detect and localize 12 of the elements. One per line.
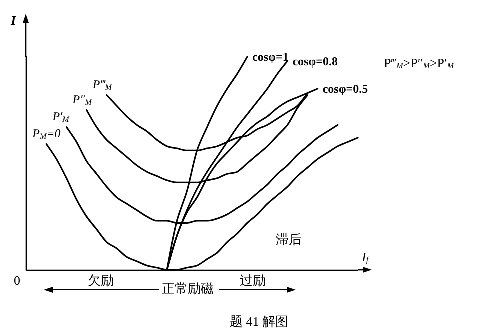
text: P‴M>P″M>P′M (384, 56, 456, 70)
series-label: cosφ=1 (252, 50, 289, 64)
text: 0 (14, 273, 20, 288)
series-label: cosφ=0.5 (322, 82, 368, 96)
text: 欠励 (88, 273, 114, 288)
text: 正常励磁 (162, 281, 214, 296)
text: 过励 (240, 273, 266, 288)
x-axis-title: If (361, 250, 370, 264)
y-axis-title: I (10, 13, 17, 28)
text: 题 41 解图 (230, 314, 288, 329)
annotation: 滞后 (276, 232, 302, 247)
series-label: cosφ=0.8 (292, 54, 338, 68)
